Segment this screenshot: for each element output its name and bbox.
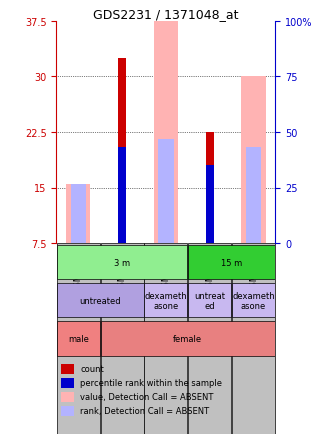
- Bar: [188, 245, 275, 279]
- Bar: [61, 392, 74, 402]
- Bar: [57, 245, 187, 279]
- Bar: [188, 283, 231, 318]
- Title: GDS2231 / 1371048_at: GDS2231 / 1371048_at: [93, 7, 239, 20]
- Bar: [206, 166, 214, 243]
- Bar: [71, 184, 86, 243]
- Bar: [57, 283, 144, 318]
- Bar: [158, 140, 173, 243]
- Text: untreated: untreated: [80, 296, 121, 305]
- Text: GSM75448: GSM75448: [249, 246, 258, 291]
- Text: percentile rank within the sample: percentile rank within the sample: [80, 378, 223, 388]
- Text: GSM75444: GSM75444: [74, 246, 83, 291]
- Bar: [66, 184, 90, 243]
- Text: 15 m: 15 m: [221, 258, 242, 267]
- Bar: [188, 243, 231, 434]
- Bar: [61, 378, 74, 388]
- Text: rank, Detection Call = ABSENT: rank, Detection Call = ABSENT: [80, 406, 210, 415]
- Text: untreat
ed: untreat ed: [194, 291, 225, 310]
- Bar: [118, 59, 126, 243]
- Text: female: female: [173, 334, 203, 343]
- Bar: [100, 243, 144, 434]
- Bar: [232, 283, 275, 318]
- Bar: [144, 243, 187, 434]
- Bar: [154, 22, 178, 243]
- Text: 3 m: 3 m: [114, 258, 130, 267]
- Text: dexameth
asone: dexameth asone: [145, 291, 187, 310]
- Bar: [57, 243, 100, 434]
- Bar: [246, 148, 261, 243]
- Text: count: count: [80, 365, 104, 374]
- Text: GSM75447: GSM75447: [162, 246, 170, 291]
- Bar: [206, 133, 214, 243]
- Bar: [61, 364, 74, 374]
- Bar: [144, 283, 187, 318]
- Bar: [241, 77, 265, 243]
- Bar: [57, 322, 100, 356]
- Bar: [100, 322, 275, 356]
- Text: GSM75446: GSM75446: [205, 246, 214, 291]
- Bar: [232, 243, 275, 434]
- Text: value, Detection Call = ABSENT: value, Detection Call = ABSENT: [80, 392, 214, 401]
- Bar: [118, 148, 126, 243]
- Text: male: male: [68, 334, 89, 343]
- Text: dexameth
asone: dexameth asone: [232, 291, 275, 310]
- Bar: [61, 406, 74, 416]
- Text: GSM75445: GSM75445: [118, 246, 126, 291]
